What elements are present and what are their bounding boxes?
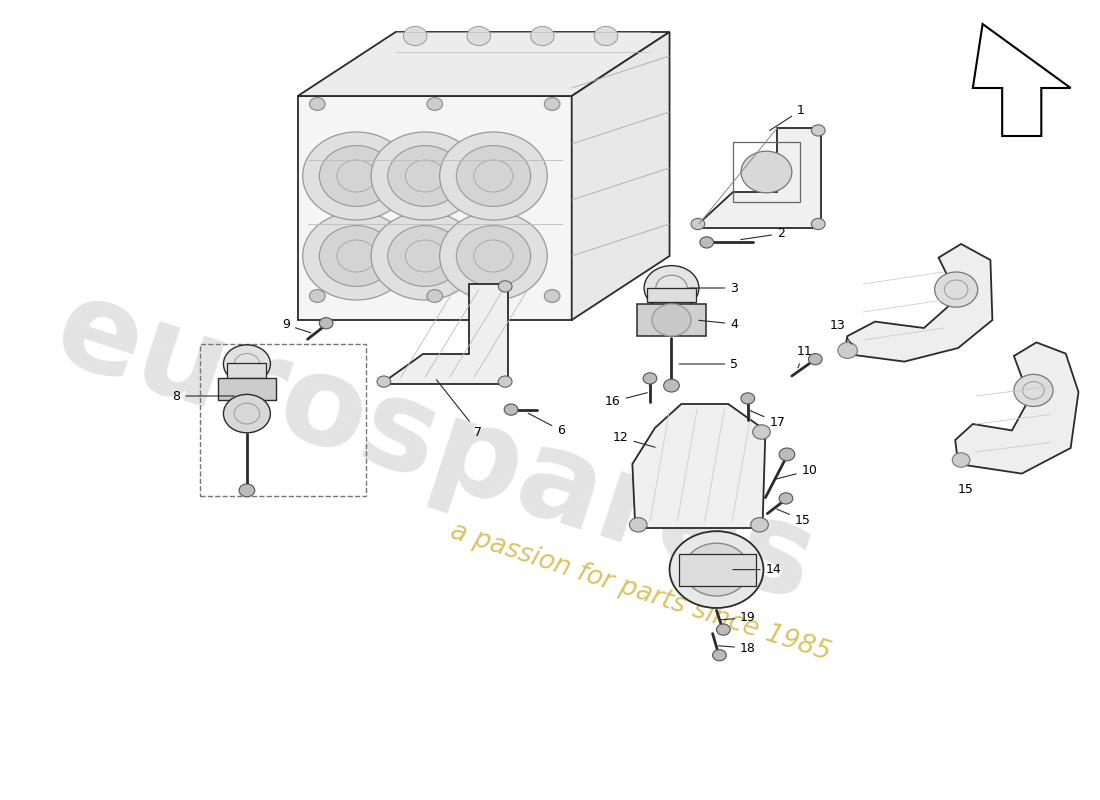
Circle shape — [371, 212, 478, 300]
Text: 17: 17 — [750, 410, 785, 429]
Circle shape — [935, 272, 978, 307]
Polygon shape — [972, 24, 1070, 136]
Circle shape — [544, 98, 560, 110]
Circle shape — [544, 290, 560, 302]
Circle shape — [670, 531, 763, 608]
Circle shape — [752, 425, 770, 439]
Circle shape — [779, 493, 793, 504]
Circle shape — [652, 304, 691, 336]
Circle shape — [1014, 374, 1053, 406]
Circle shape — [812, 218, 825, 230]
Circle shape — [309, 290, 326, 302]
Text: 10: 10 — [776, 464, 817, 479]
Text: 2: 2 — [740, 227, 785, 240]
Circle shape — [498, 376, 512, 387]
Circle shape — [388, 226, 462, 286]
Circle shape — [371, 132, 478, 220]
Polygon shape — [572, 32, 670, 320]
Circle shape — [427, 290, 442, 302]
Circle shape — [319, 318, 333, 329]
Text: eurospares: eurospares — [41, 268, 829, 628]
Circle shape — [456, 146, 530, 206]
Circle shape — [663, 379, 680, 392]
Text: 1: 1 — [770, 104, 804, 130]
Polygon shape — [298, 32, 670, 96]
Text: 6: 6 — [528, 414, 565, 437]
Text: 5: 5 — [679, 358, 738, 370]
Text: 12: 12 — [613, 431, 656, 447]
Circle shape — [779, 448, 795, 461]
Text: 16: 16 — [605, 393, 647, 408]
Circle shape — [700, 237, 714, 248]
Circle shape — [716, 624, 730, 635]
Circle shape — [504, 404, 518, 415]
Circle shape — [684, 543, 749, 596]
Circle shape — [750, 518, 769, 532]
Polygon shape — [381, 284, 508, 384]
Bar — [637, 304, 706, 336]
Circle shape — [239, 484, 255, 497]
Circle shape — [223, 345, 271, 383]
Bar — [680, 554, 756, 586]
Polygon shape — [955, 342, 1078, 474]
Polygon shape — [844, 244, 992, 362]
Polygon shape — [632, 404, 766, 528]
Circle shape — [223, 394, 271, 433]
Circle shape — [808, 354, 822, 365]
Circle shape — [741, 151, 792, 193]
Polygon shape — [298, 96, 572, 320]
Circle shape — [302, 132, 410, 220]
Circle shape — [530, 26, 554, 46]
Text: 3: 3 — [689, 282, 738, 294]
Text: 8: 8 — [173, 390, 234, 402]
Circle shape — [440, 212, 548, 300]
Circle shape — [319, 146, 394, 206]
Circle shape — [741, 393, 755, 404]
Circle shape — [456, 226, 530, 286]
Bar — [733, 142, 800, 202]
Text: 11: 11 — [796, 346, 813, 368]
Text: 15: 15 — [777, 509, 811, 526]
Circle shape — [953, 453, 970, 467]
Circle shape — [701, 557, 733, 582]
Text: 13: 13 — [829, 319, 851, 344]
Circle shape — [498, 281, 512, 292]
Bar — [647, 288, 696, 302]
Circle shape — [468, 26, 491, 46]
Polygon shape — [694, 128, 822, 228]
Text: 18: 18 — [718, 642, 756, 654]
Circle shape — [594, 26, 618, 46]
Circle shape — [440, 132, 548, 220]
Text: 15: 15 — [958, 483, 974, 496]
Circle shape — [302, 212, 410, 300]
Text: 4: 4 — [698, 318, 738, 330]
Circle shape — [404, 26, 427, 46]
Circle shape — [812, 125, 825, 136]
Circle shape — [629, 518, 647, 532]
Text: 14: 14 — [733, 563, 781, 576]
Text: 9: 9 — [282, 318, 311, 333]
Bar — [218, 378, 276, 400]
Circle shape — [388, 146, 462, 206]
Circle shape — [377, 376, 390, 387]
Text: 7: 7 — [437, 380, 482, 438]
Circle shape — [319, 226, 394, 286]
Circle shape — [309, 98, 326, 110]
Text: a passion for parts since 1985: a passion for parts since 1985 — [447, 518, 834, 666]
Circle shape — [645, 266, 698, 310]
Circle shape — [427, 98, 442, 110]
Text: 19: 19 — [722, 611, 756, 624]
Circle shape — [713, 650, 726, 661]
Circle shape — [644, 373, 657, 384]
Circle shape — [691, 218, 705, 230]
Circle shape — [838, 342, 857, 358]
Bar — [228, 363, 266, 378]
